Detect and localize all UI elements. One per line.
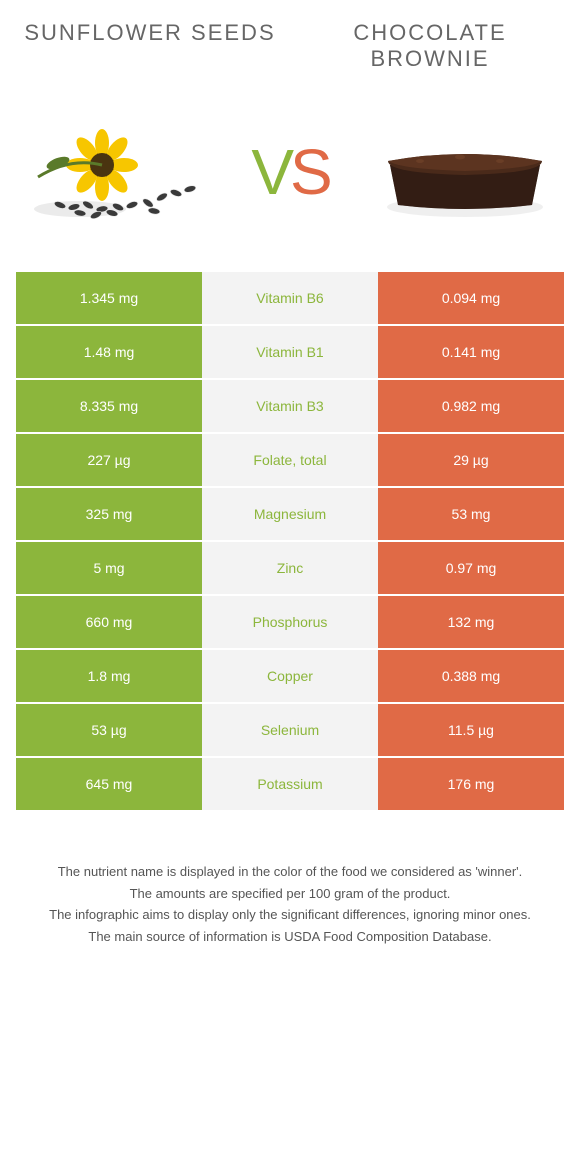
nutrient-label: Folate, total (202, 434, 378, 486)
right-value: 29 µg (378, 434, 564, 486)
nutrient-row: 8.335 mgVitamin B30.982 mg (16, 380, 564, 432)
left-value: 1.345 mg (16, 272, 202, 324)
nutrient-label: Potassium (202, 758, 378, 810)
left-value: 1.48 mg (16, 326, 202, 378)
nutrient-label: Zinc (202, 542, 378, 594)
right-value: 0.094 mg (378, 272, 564, 324)
nutrient-row: 53 µgSelenium11.5 µg (16, 704, 564, 756)
header-titles: Sunflower seeds Chocolate brownie (0, 0, 580, 82)
vs-label: V S (251, 135, 328, 209)
left-value: 53 µg (16, 704, 202, 756)
vs-row: V S (0, 82, 580, 272)
sunflower-seeds-image (20, 112, 220, 232)
nutrient-label: Magnesium (202, 488, 378, 540)
right-value: 0.97 mg (378, 542, 564, 594)
footer-notes: The nutrient name is displayed in the co… (0, 812, 580, 988)
right-value: 0.141 mg (378, 326, 564, 378)
right-value: 0.388 mg (378, 650, 564, 702)
left-value: 227 µg (16, 434, 202, 486)
nutrient-row: 660 mgPhosphorus132 mg (16, 596, 564, 648)
vs-letter-v: V (251, 135, 290, 209)
nutrient-label: Phosphorus (202, 596, 378, 648)
footer-line-4: The main source of information is USDA F… (30, 927, 550, 947)
footer-line-1: The nutrient name is displayed in the co… (30, 862, 550, 882)
left-value: 660 mg (16, 596, 202, 648)
nutrient-label: Copper (202, 650, 378, 702)
right-value: 11.5 µg (378, 704, 564, 756)
chocolate-brownie-image (360, 112, 560, 232)
left-value: 1.8 mg (16, 650, 202, 702)
nutrient-row: 5 mgZinc0.97 mg (16, 542, 564, 594)
right-value: 176 mg (378, 758, 564, 810)
vs-letter-s: S (290, 135, 329, 209)
right-value: 0.982 mg (378, 380, 564, 432)
nutrient-label: Vitamin B6 (202, 272, 378, 324)
nutrient-label: Vitamin B1 (202, 326, 378, 378)
nutrient-row: 1.48 mgVitamin B10.141 mg (16, 326, 564, 378)
nutrient-comparison-table: 1.345 mgVitamin B60.094 mg1.48 mgVitamin… (0, 272, 580, 810)
left-value: 8.335 mg (16, 380, 202, 432)
nutrient-row: 645 mgPotassium176 mg (16, 758, 564, 810)
nutrient-label: Selenium (202, 704, 378, 756)
left-value: 325 mg (16, 488, 202, 540)
right-food-title: Chocolate brownie (304, 20, 556, 72)
right-value: 53 mg (378, 488, 564, 540)
nutrient-row: 1.345 mgVitamin B60.094 mg (16, 272, 564, 324)
footer-line-3: The infographic aims to display only the… (30, 905, 550, 925)
nutrient-row: 1.8 mgCopper0.388 mg (16, 650, 564, 702)
left-food-title: Sunflower seeds (24, 20, 276, 72)
nutrient-label: Vitamin B3 (202, 380, 378, 432)
left-value: 645 mg (16, 758, 202, 810)
left-value: 5 mg (16, 542, 202, 594)
right-value: 132 mg (378, 596, 564, 648)
nutrient-row: 325 mgMagnesium53 mg (16, 488, 564, 540)
footer-line-2: The amounts are specified per 100 gram o… (30, 884, 550, 904)
nutrient-row: 227 µgFolate, total29 µg (16, 434, 564, 486)
